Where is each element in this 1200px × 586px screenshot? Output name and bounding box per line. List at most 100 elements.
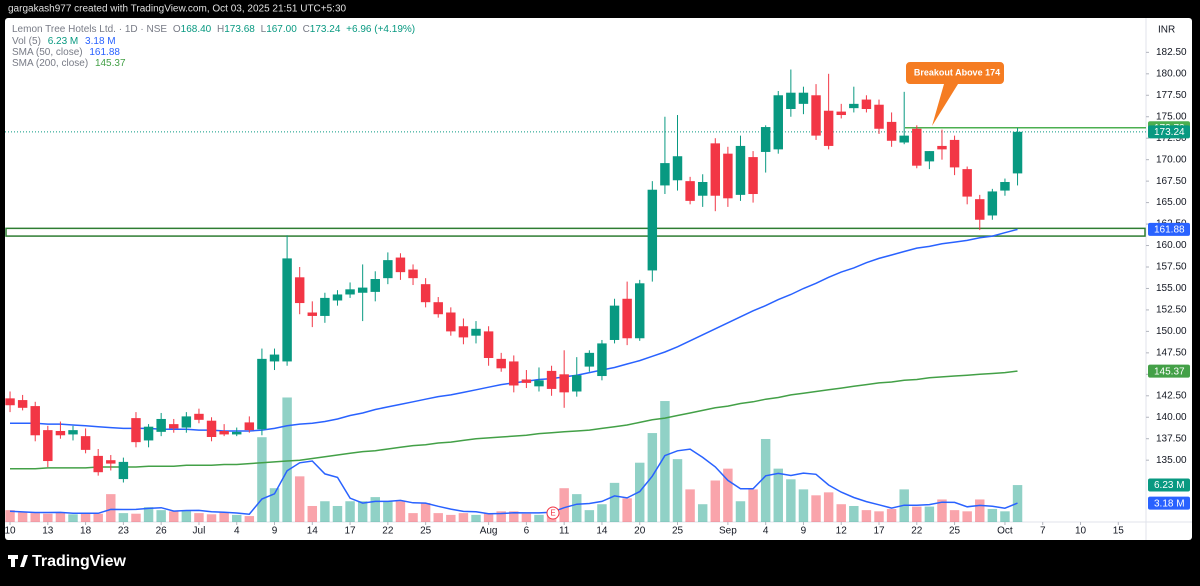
candle-body bbox=[169, 424, 179, 429]
candle-body bbox=[156, 418, 166, 432]
candle-body bbox=[672, 156, 683, 181]
candle-body bbox=[559, 374, 569, 393]
y-tick-label: 150.00 bbox=[1156, 326, 1187, 337]
candle-body bbox=[43, 430, 53, 462]
volume-bar bbox=[131, 513, 141, 522]
price-tag-label: 6.23 M bbox=[1154, 480, 1185, 491]
volume-bar bbox=[106, 494, 116, 522]
legend-row: Lemon Tree Hotels Ltd. · 1D · NSE O168.4… bbox=[12, 24, 415, 35]
volume-bar bbox=[320, 501, 330, 522]
x-tick-label: 25 bbox=[672, 526, 684, 537]
volume-bar bbox=[232, 514, 242, 522]
volume-bar bbox=[660, 401, 670, 522]
logo-icon bbox=[8, 555, 28, 567]
x-tick-label: 7 bbox=[1040, 526, 1046, 537]
y-tick-label: 160.00 bbox=[1156, 240, 1187, 251]
x-tick-label: 22 bbox=[382, 526, 394, 537]
volume-bar bbox=[55, 512, 66, 522]
x-tick-label: 17 bbox=[873, 526, 885, 537]
ohlc-key: L bbox=[261, 24, 267, 35]
candle-body bbox=[861, 99, 872, 110]
volume-bar bbox=[93, 513, 103, 522]
y-tick-label: 170.00 bbox=[1156, 154, 1187, 165]
volume-bar bbox=[257, 437, 267, 522]
volume-bar bbox=[345, 501, 355, 522]
candle-body bbox=[219, 430, 229, 435]
volume-ma-line bbox=[9, 448, 1018, 515]
candle-body bbox=[697, 181, 708, 196]
candle-body bbox=[509, 361, 519, 386]
volume-bar bbox=[786, 479, 796, 522]
volume-bar bbox=[710, 480, 721, 522]
volume-bar bbox=[962, 511, 972, 522]
volume-bar bbox=[17, 512, 28, 522]
x-tick-label: 26 bbox=[156, 526, 168, 537]
volume-bar bbox=[773, 468, 783, 522]
volume-bar bbox=[912, 506, 922, 522]
volume-bar bbox=[949, 510, 960, 522]
y-tick-label: 140.00 bbox=[1156, 412, 1187, 423]
candle-body bbox=[307, 312, 318, 316]
series-name: SMA (200, close) bbox=[12, 58, 88, 69]
x-tick-label: 13 bbox=[42, 526, 54, 537]
x-tick-label: 20 bbox=[634, 526, 646, 537]
x-tick-label: 11 bbox=[559, 526, 570, 537]
candle-body bbox=[420, 284, 431, 303]
y-tick-label: 165.00 bbox=[1156, 197, 1187, 208]
volume-bar bbox=[509, 511, 519, 522]
volume-bar bbox=[143, 507, 154, 522]
legend-row: SMA (200, close) 145.37 bbox=[12, 58, 126, 69]
x-tick-label: 12 bbox=[836, 526, 848, 537]
x-tick-label: 25 bbox=[420, 526, 432, 537]
candle-body bbox=[5, 398, 15, 406]
x-tick-label: 10 bbox=[1075, 526, 1087, 537]
x-tick-label: 23 bbox=[118, 526, 130, 537]
candle-body bbox=[584, 352, 595, 367]
candle-body bbox=[685, 181, 695, 201]
y-tick-label: 157.50 bbox=[1156, 262, 1187, 273]
volume-bar bbox=[975, 499, 985, 522]
volume-bar bbox=[647, 433, 658, 522]
x-tick-label: 14 bbox=[307, 526, 319, 537]
plot-area bbox=[5, 69, 1146, 522]
volume-bar bbox=[1000, 511, 1010, 522]
candle-body bbox=[924, 151, 935, 162]
candle-body bbox=[622, 298, 632, 339]
volume-bar bbox=[370, 497, 380, 522]
volume-bar bbox=[823, 492, 834, 522]
candle-body bbox=[949, 139, 960, 168]
symbol: Lemon Tree Hotels Ltd. · 1D · NSE bbox=[12, 24, 167, 35]
volume-bar bbox=[496, 511, 506, 522]
ohlc-key: O bbox=[173, 24, 181, 35]
volume-bar bbox=[433, 513, 443, 522]
earnings-label: E bbox=[550, 509, 555, 518]
currency: INR bbox=[1158, 25, 1175, 36]
candle-body bbox=[899, 135, 909, 143]
candle-body bbox=[106, 460, 116, 464]
volume-bar bbox=[748, 489, 758, 522]
volume-bar bbox=[861, 510, 872, 522]
price-tag-label: 161.88 bbox=[1154, 225, 1185, 236]
volume-bar bbox=[219, 512, 229, 522]
candle-body bbox=[534, 380, 544, 387]
x-tick-label: 25 bbox=[949, 526, 961, 537]
y-tick-label: 155.00 bbox=[1156, 283, 1187, 294]
volume-bar bbox=[332, 505, 343, 522]
legend-row: Vol (5) 6.23 M 3.18 M bbox=[12, 36, 116, 47]
price-tag bbox=[1148, 478, 1190, 492]
candle-body bbox=[773, 95, 783, 150]
x-tick-label: Aug bbox=[480, 526, 498, 537]
earnings-marker[interactable] bbox=[546, 506, 560, 520]
candle-body bbox=[17, 400, 28, 408]
series-value: 145.37 bbox=[95, 58, 126, 69]
y-tick-label: 167.50 bbox=[1156, 176, 1187, 187]
ohlc-value: 167.00 bbox=[266, 24, 297, 35]
x-tick-label: Jul bbox=[193, 526, 206, 537]
volume-bar bbox=[836, 504, 846, 522]
candle-body bbox=[660, 163, 670, 186]
candle-body bbox=[609, 305, 620, 340]
candle-body bbox=[597, 343, 607, 377]
ohlc-value: 168.40 bbox=[181, 24, 212, 35]
overlay: 135.00137.50140.00142.50145.00147.50150.… bbox=[4, 47, 1190, 537]
candle-body bbox=[131, 418, 141, 443]
